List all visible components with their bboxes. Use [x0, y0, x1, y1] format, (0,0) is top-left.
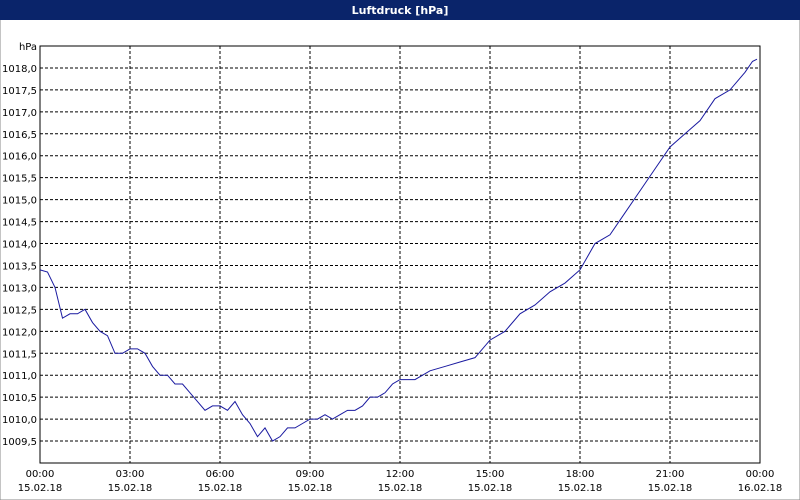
x-tick-label: 15:00 15.02.18: [468, 469, 513, 494]
chart-title: Luftdruck [hPa]: [352, 4, 449, 17]
x-tick-label: 00:00 15.02.18: [18, 469, 63, 494]
title-bar: [0, 0, 800, 20]
x-tick-label: 18:00 15.02.18: [558, 469, 603, 494]
y-tick-label: 1010,5: [2, 393, 37, 404]
y-tick-label: 1012,0: [2, 327, 37, 338]
y-tick-label: 1009,5: [2, 437, 37, 448]
y-tick-label: 1013,5: [2, 261, 37, 272]
data-line: [39, 58, 758, 442]
y-tick-label: 1016,0: [2, 152, 37, 163]
y-tick-label: hPa: [19, 42, 37, 53]
x-tick-label: 06:00 15.02.18: [198, 469, 243, 494]
y-tick-label: 1014,5: [2, 218, 37, 229]
y-tick-label: 1011,5: [2, 349, 37, 360]
y-tick-label: 1012,5: [2, 305, 37, 316]
x-tick-label: 21:00 15.02.18: [648, 469, 693, 494]
x-tick-label: 00:00 16.02.18: [738, 469, 783, 494]
y-tick-label: 1015,5: [2, 174, 37, 185]
y-tick-label: 1017,0: [2, 108, 37, 119]
y-tick-label: 1010,0: [2, 415, 37, 426]
x-tick-label: 09:00 15.02.18: [288, 469, 333, 494]
y-tick-label: 1013,0: [2, 283, 37, 294]
x-tick-label: 03:00 15.02.18: [108, 469, 153, 494]
y-tick-label: 1011,0: [2, 371, 37, 382]
y-tick-label: 1014,0: [2, 240, 37, 251]
y-tick-label: 1017,5: [2, 86, 37, 97]
y-tick-label: 1016,5: [2, 130, 37, 141]
y-tick-label: 1015,0: [2, 196, 37, 207]
x-tick-label: 12:00 15.02.18: [378, 469, 423, 494]
y-tick-label: 1018,0: [2, 64, 37, 75]
